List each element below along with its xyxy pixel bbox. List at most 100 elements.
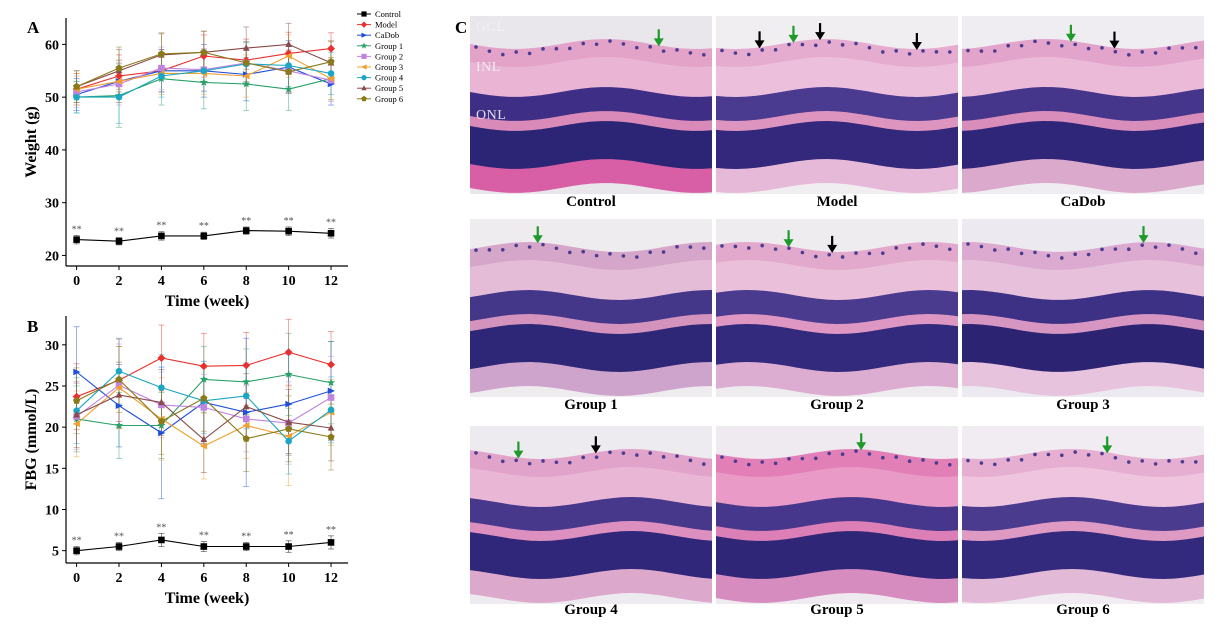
data-point — [158, 64, 165, 72]
data-point — [242, 409, 251, 416]
y-tick-label: 50 — [45, 91, 59, 106]
ganglion-cell — [948, 247, 952, 252]
micrograph-caption: Group 3 — [1056, 397, 1110, 413]
y-tick-label: 10 — [45, 503, 59, 518]
arrow-head — [1138, 235, 1149, 244]
significance-label: ** — [284, 530, 294, 541]
inner-nuclear-layer — [962, 290, 1204, 328]
series-control: ** ** ** ** ** ** ** — [72, 216, 336, 245]
data-point — [327, 394, 335, 401]
ganglion-cell — [594, 455, 599, 459]
data-point — [115, 237, 123, 245]
ganglion-cell — [993, 462, 997, 467]
data-point — [242, 72, 250, 80]
legend-label: Group 6 — [375, 94, 403, 104]
ganglion-cell — [966, 48, 970, 53]
ganglion-cell — [894, 246, 898, 250]
data-point — [327, 387, 335, 395]
y-tick-label: 20 — [45, 421, 59, 436]
green-arrow — [653, 29, 664, 47]
x-axis-label: Time (week) — [165, 590, 250, 607]
y-tick-label: 25 — [45, 380, 59, 395]
ganglion-cell — [1006, 458, 1010, 462]
inner-nuclear-layer — [470, 87, 712, 125]
ipl-layer — [716, 57, 958, 99]
y-axis-label: FBG (mmol/L) — [23, 389, 40, 491]
photoreceptor-layer — [716, 159, 958, 193]
inner-nuclear-layer — [470, 290, 712, 328]
data-point — [115, 367, 123, 375]
ganglion-cell — [594, 253, 599, 258]
ganglion-cell — [1033, 452, 1037, 457]
ganglion-cell — [733, 244, 738, 249]
ganglion-cell — [773, 461, 778, 466]
data-point — [242, 422, 250, 429]
black-arrow — [754, 31, 765, 49]
ganglion-cell — [1046, 253, 1051, 258]
ganglion-cells — [966, 242, 1198, 260]
ganglion-cells — [474, 39, 706, 57]
data-point — [284, 370, 293, 378]
ganglion-cell — [608, 450, 612, 455]
data-point — [199, 78, 208, 86]
data-point — [285, 418, 292, 425]
ganglion-cell — [934, 244, 939, 248]
ganglion-cell — [648, 250, 652, 255]
ganglion-cell — [568, 460, 572, 465]
arrow-head — [815, 32, 826, 41]
significance-label: ** — [156, 522, 166, 533]
ganglion-cell — [979, 49, 984, 53]
micrograph-group-4 — [470, 426, 712, 604]
black-arrow — [590, 436, 601, 454]
ganglion-cell — [675, 244, 679, 249]
arrow-head — [754, 40, 765, 49]
photoreceptor-layer — [470, 159, 712, 193]
micrograph-caption: Group 2 — [810, 397, 864, 413]
x-tick-label: 2 — [116, 274, 123, 289]
data-point — [242, 79, 251, 88]
ganglion-cell — [1060, 453, 1064, 458]
retina-section — [716, 16, 958, 194]
data-point — [242, 44, 250, 51]
data-point — [327, 70, 335, 77]
outer-nuclear-layer — [470, 324, 712, 374]
ganglion-cell — [501, 247, 505, 252]
photoreceptor-layer — [716, 569, 958, 603]
ganglion-cells — [720, 242, 952, 259]
ganglion-cell — [747, 462, 751, 467]
ganglion-cell — [814, 456, 818, 461]
outer-plexiform-layer — [962, 111, 1204, 133]
ganglion-cell — [1113, 49, 1118, 54]
outer-plexiform-layer — [470, 314, 712, 336]
data-point — [115, 72, 123, 81]
significance-label: ** — [199, 531, 209, 542]
data-point — [200, 67, 208, 75]
legend-marker — [360, 64, 367, 70]
legend-label: Group 4 — [375, 73, 404, 83]
outer-plexiform-layer — [470, 521, 712, 543]
outer-nuclear-layer — [716, 531, 958, 581]
ganglion-cell — [854, 41, 858, 46]
significance-label: ** — [114, 227, 124, 238]
micrograph-caption: Group 5 — [810, 602, 864, 618]
data-point — [285, 543, 292, 550]
ganglion-cell — [867, 251, 872, 256]
green-arrow — [856, 433, 867, 451]
ganglion-cell — [1073, 450, 1077, 454]
retina-section — [470, 426, 712, 604]
outer-nuclear-layer — [962, 531, 1204, 581]
green-arrow — [1065, 24, 1076, 42]
ganglion-cell — [907, 246, 912, 250]
ganglion-cell — [702, 53, 706, 57]
ipl-layer — [716, 260, 958, 302]
panel-c-letter: C — [455, 18, 468, 37]
ganglion-cell — [1046, 41, 1051, 45]
data-point — [327, 44, 335, 53]
ipl-layer — [962, 467, 1204, 509]
data-point — [326, 378, 336, 387]
ganglion-cell — [1019, 43, 1024, 48]
ganglion-cell — [993, 248, 997, 252]
significance-label: ** — [326, 525, 336, 536]
data-point — [158, 398, 165, 406]
x-tick-label: 6 — [200, 274, 207, 289]
